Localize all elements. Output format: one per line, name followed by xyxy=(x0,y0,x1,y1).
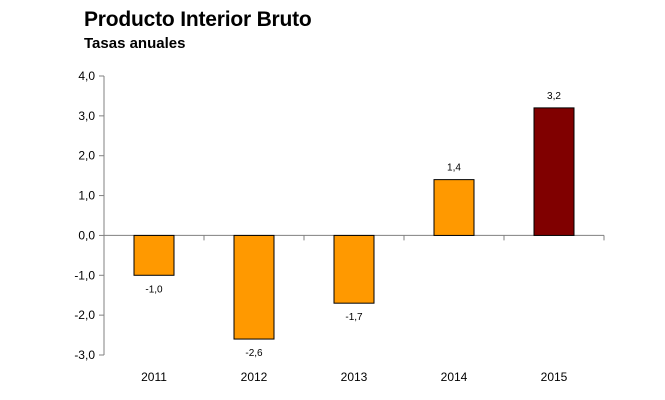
data-label-2014: 1,4 xyxy=(447,163,461,174)
category-label-2014: 2014 xyxy=(441,370,468,384)
chart-title: Producto Interior Bruto xyxy=(84,8,312,31)
data-label-2013: -1,7 xyxy=(345,312,363,323)
bar-2012 xyxy=(233,234,275,340)
bar-2011 xyxy=(133,234,175,276)
data-label-2015: 3,2 xyxy=(547,91,561,102)
y-tick-label: 0,0 xyxy=(78,228,95,242)
data-label-2011: -1,0 xyxy=(145,284,163,295)
y-tick-label: -1,0 xyxy=(74,268,95,282)
y-tick-label: 1,0 xyxy=(78,189,95,203)
category-label-2012: 2012 xyxy=(241,370,268,384)
bar-2013 xyxy=(333,234,375,304)
chart-subtitle: Tasas anuales xyxy=(84,35,186,52)
y-tick-label: 4,0 xyxy=(78,69,95,83)
y-tick-label: -3,0 xyxy=(74,348,95,362)
category-label-2011: 2011 xyxy=(141,370,167,384)
y-tick-label: -2,0 xyxy=(74,308,95,322)
category-label-2015: 2015 xyxy=(541,370,568,384)
data-label-2012: -2,6 xyxy=(245,348,263,359)
y-tick-label: 3,0 xyxy=(78,109,95,123)
category-label-2013: 2013 xyxy=(341,370,368,384)
bar-2015 xyxy=(533,107,575,236)
bar-2014 xyxy=(433,179,475,236)
y-tick-label: 2,0 xyxy=(78,149,95,163)
